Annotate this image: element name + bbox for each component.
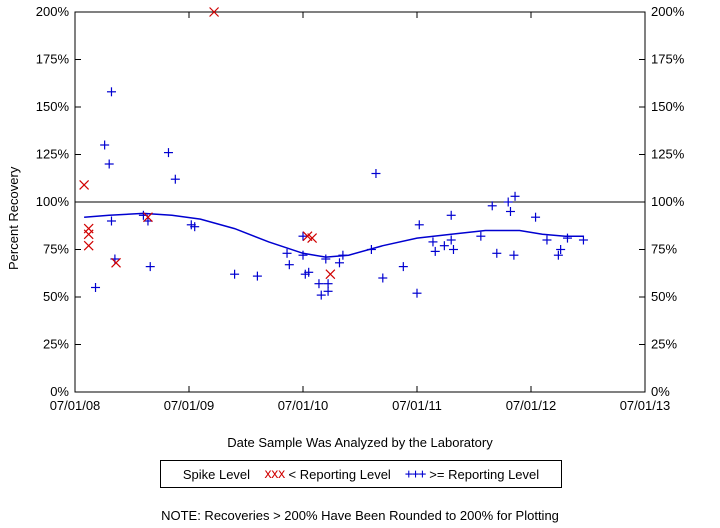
svg-text:07/01/08: 07/01/08 (50, 398, 101, 413)
svg-text:175%: 175% (36, 52, 70, 67)
svg-text:25%: 25% (43, 337, 69, 352)
svg-text:07/01/12: 07/01/12 (506, 398, 557, 413)
svg-text:100%: 100% (36, 194, 70, 209)
svg-text:0%: 0% (50, 384, 69, 399)
svg-text:50%: 50% (651, 289, 677, 304)
svg-text:07/01/09: 07/01/09 (164, 398, 215, 413)
svg-text:0%: 0% (651, 384, 670, 399)
legend-item-below: xxx < Reporting Level (264, 467, 391, 482)
svg-text:50%: 50% (43, 289, 69, 304)
svg-text:75%: 75% (651, 242, 677, 257)
svg-text:175%: 175% (651, 52, 685, 67)
svg-text:200%: 200% (36, 4, 70, 19)
svg-text:125%: 125% (651, 147, 685, 162)
chart-container: 0% 0% 25% 25% 50% 50% 75% 75% 100% 100% 125% 125% 15… (0, 0, 720, 528)
svg-text:25%: 25% (651, 337, 677, 352)
plus-marker-icon: +++ (405, 467, 425, 482)
svg-text:150%: 150% (36, 99, 70, 114)
svg-text:125%: 125% (36, 147, 70, 162)
svg-text:75%: 75% (43, 242, 69, 257)
x-marker-icon: xxx (264, 467, 284, 482)
y-axis-label: Percent Recovery (6, 167, 21, 270)
legend-item-above: +++ >= Reporting Level (405, 467, 539, 482)
legend-label: >= Reporting Level (429, 467, 539, 482)
x-axis-label: Date Sample Was Analyzed by the Laborato… (0, 435, 720, 450)
svg-text:150%: 150% (651, 99, 685, 114)
svg-text:100%: 100% (651, 194, 685, 209)
svg-text:07/01/11: 07/01/11 (392, 398, 442, 413)
chart-note: NOTE: Recoveries > 200% Have Been Rounde… (0, 508, 720, 523)
legend: Spike Level xxx < Reporting Level +++ >=… (160, 460, 562, 488)
legend-title: Spike Level (183, 467, 250, 482)
legend-label: < Reporting Level (289, 467, 391, 482)
svg-text:07/01/13: 07/01/13 (620, 398, 671, 413)
svg-text:07/01/10: 07/01/10 (278, 398, 329, 413)
svg-text:200%: 200% (651, 4, 685, 19)
